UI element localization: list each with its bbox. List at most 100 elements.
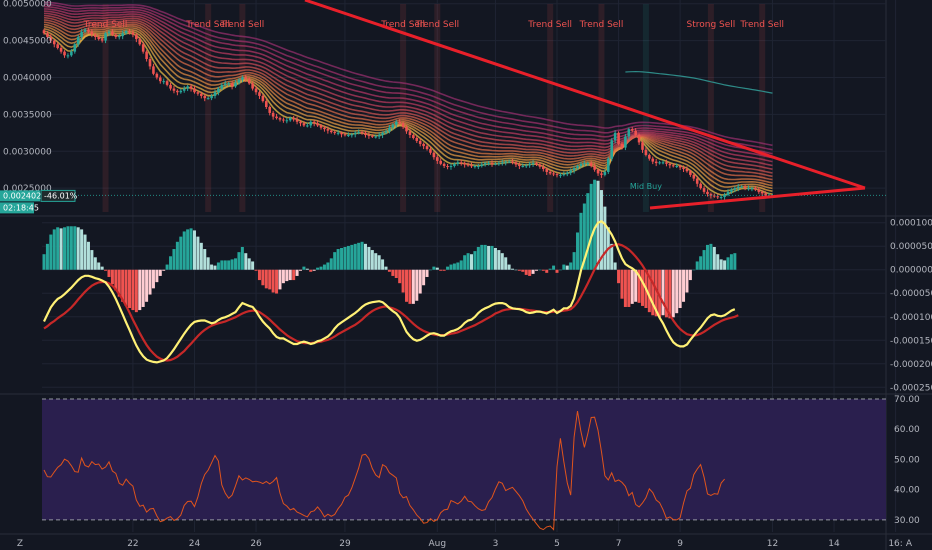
trendline-support xyxy=(649,186,866,210)
ma-ribbon-line xyxy=(43,23,773,184)
candle-body xyxy=(319,125,323,128)
time-tick-label: 9 xyxy=(677,539,683,549)
histogram-bar xyxy=(179,236,183,270)
candle-body xyxy=(374,136,378,138)
histogram-bar xyxy=(541,269,545,271)
candle-body xyxy=(494,163,497,165)
candle-body xyxy=(699,183,702,189)
candle-body xyxy=(487,163,490,165)
histogram-bar xyxy=(398,269,402,284)
histogram-bar xyxy=(538,269,542,271)
histogram-bar xyxy=(528,269,532,276)
timezone-label: Z xyxy=(17,539,23,549)
histogram-bar xyxy=(463,255,467,270)
candle-body xyxy=(637,135,641,143)
histogram-bar xyxy=(531,269,535,274)
histogram-bar xyxy=(428,269,432,271)
ma-ribbon-line xyxy=(43,5,773,155)
candle-body xyxy=(302,123,306,126)
histogram-bar xyxy=(343,246,347,270)
histogram-bar xyxy=(353,243,357,270)
candle-body xyxy=(528,163,531,166)
sell-signal-band xyxy=(759,4,766,212)
histogram-bar xyxy=(254,269,258,271)
candle-body xyxy=(49,36,53,41)
histogram-bar xyxy=(716,254,720,270)
histogram-bar xyxy=(49,234,53,270)
candle-body xyxy=(439,160,443,164)
candle-body xyxy=(456,162,460,164)
candle-body xyxy=(620,143,624,148)
ma-ribbon-line xyxy=(43,12,773,167)
candle-body xyxy=(760,191,764,194)
candle-body xyxy=(692,174,696,179)
candle-body xyxy=(661,162,665,164)
histogram-bar xyxy=(449,264,453,270)
candle-body xyxy=(401,123,405,127)
histogram-bar xyxy=(733,253,737,270)
candle-body xyxy=(425,146,429,150)
candle-body xyxy=(702,188,706,192)
histogram-bar xyxy=(281,269,285,284)
histogram-bar xyxy=(93,257,97,270)
histogram-bar xyxy=(189,228,193,270)
price-tick-label: 0.0035000 xyxy=(3,110,52,120)
candle-body xyxy=(436,157,439,161)
candle-body xyxy=(117,36,121,38)
price-tick-label: 0.0045000 xyxy=(3,37,52,47)
candle-body xyxy=(100,39,104,41)
candle-body xyxy=(247,78,251,84)
macd-tick-label: 0.0000000 xyxy=(890,266,932,276)
histogram-bar xyxy=(517,269,521,271)
histogram-bar xyxy=(100,266,104,270)
candle-body xyxy=(336,132,340,134)
candle-body xyxy=(148,59,152,67)
histogram-bar xyxy=(206,257,210,270)
histogram-bar xyxy=(175,241,179,270)
signal-label: Trend Sell xyxy=(414,20,459,30)
candle-body xyxy=(630,129,634,131)
candle-body xyxy=(654,161,658,164)
histogram-bar xyxy=(497,250,501,270)
histogram-bar xyxy=(213,265,217,270)
histogram-bar xyxy=(114,269,118,291)
candle-body xyxy=(114,34,118,37)
candle-body xyxy=(292,118,295,120)
candle-body xyxy=(237,79,241,83)
histogram-bar xyxy=(456,262,460,270)
candle-body xyxy=(83,29,87,32)
candle-body xyxy=(80,31,83,37)
histogram-bar xyxy=(288,269,292,281)
histogram-bar xyxy=(504,257,508,270)
histogram-bar xyxy=(247,258,251,270)
candle-body xyxy=(203,95,207,99)
candle-body xyxy=(747,188,750,190)
candle-body xyxy=(254,88,258,93)
candle-body xyxy=(422,143,425,147)
candle-body xyxy=(384,131,388,133)
candle-body xyxy=(111,31,114,35)
change-value: -46.01% xyxy=(44,191,78,200)
histogram-bar xyxy=(483,244,487,270)
ma-ribbon-line xyxy=(43,3,773,151)
histogram-bar xyxy=(675,269,679,314)
histogram-bar xyxy=(562,264,566,270)
time-tick-label: 12 xyxy=(767,539,778,549)
rsi-tick-label: 40.00 xyxy=(894,486,920,496)
candle-body xyxy=(405,126,408,132)
candle-body xyxy=(695,178,699,184)
signal-label: Trend Sell xyxy=(380,20,425,30)
histogram-bar xyxy=(278,269,282,290)
histogram-bar xyxy=(661,269,665,316)
rsi-line xyxy=(43,411,725,531)
candle-body xyxy=(135,34,138,40)
candle-body xyxy=(333,132,336,134)
candle-body xyxy=(651,158,655,162)
histogram-bar xyxy=(322,264,326,270)
rsi-tick-label: 30.00 xyxy=(894,516,920,526)
histogram-bar xyxy=(664,269,668,318)
histogram-bar xyxy=(405,269,409,302)
candle-body xyxy=(668,163,672,166)
